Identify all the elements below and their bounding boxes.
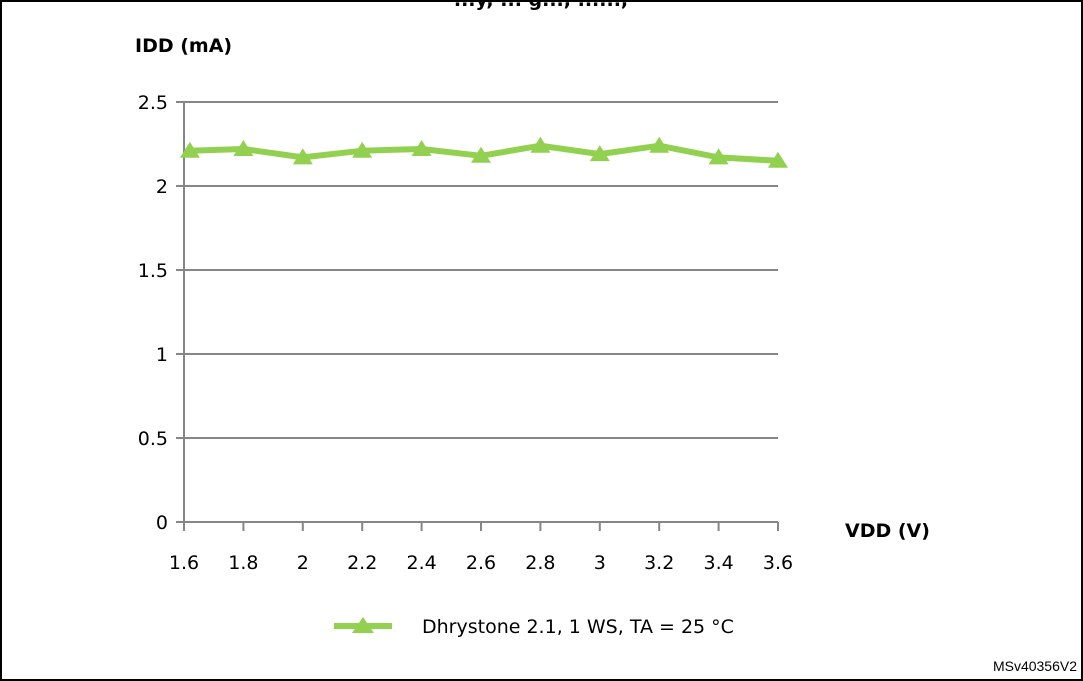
y-axis-title: IDD (mA) <box>135 35 232 57</box>
x-tick-label: 2.8 <box>525 552 555 574</box>
x-tick-label: 3.4 <box>703 552 733 574</box>
axes <box>176 101 779 531</box>
y-tick-label: 0 <box>156 512 168 534</box>
y-tick-label: 2.5 <box>138 92 168 114</box>
series-layer <box>179 136 788 168</box>
y-tick-label: 2 <box>156 176 168 198</box>
data-point-marker <box>292 148 313 165</box>
y-tick-label: 1 <box>156 344 168 366</box>
x-tick-label: 2 <box>297 552 309 574</box>
data-point-marker <box>233 140 254 156</box>
data-point-marker <box>411 140 432 156</box>
grid-lines <box>184 101 778 439</box>
x-tick-label: 2.4 <box>406 552 436 574</box>
legend: Dhrystone 2.1, 1 WS, TA = 25 °C <box>334 616 734 638</box>
x-tick-label: 1.6 <box>169 552 199 574</box>
legend-triangle-marker <box>352 617 374 633</box>
y-tick-label: 1.5 <box>138 260 168 282</box>
x-tick-label: 2.2 <box>347 552 377 574</box>
data-point-marker <box>530 136 551 153</box>
top-caption: ...y, ... g..., ......, <box>454 0 628 11</box>
x-tick-label: 3.6 <box>763 552 793 574</box>
data-point-marker <box>768 151 788 168</box>
x-tick-label: 1.8 <box>228 552 258 574</box>
legend-label: Dhrystone 2.1, 1 WS, TA = 25 °C <box>422 616 734 638</box>
x-tick-label: 3.2 <box>644 552 674 574</box>
x-tick-label: 2.6 <box>466 552 496 574</box>
data-point-marker <box>708 148 729 165</box>
data-point-marker <box>179 141 200 158</box>
data-point-marker <box>589 145 610 162</box>
data-point-marker <box>649 136 670 153</box>
tick-labels: 0 0.5 1 1.5 2 2.5 1.6 1.8 2 2.2 2.4 2.6 2.8 3 3.2 3.4 3.… <box>138 92 793 574</box>
x-axis-title: VDD (V) <box>845 520 930 542</box>
data-point-marker <box>471 146 491 163</box>
y-tick-label: 0.5 <box>138 428 168 450</box>
figure-id: MSv40356V2 <box>993 658 1077 674</box>
data-point-marker <box>352 141 373 158</box>
x-tick-label: 3 <box>594 552 606 574</box>
